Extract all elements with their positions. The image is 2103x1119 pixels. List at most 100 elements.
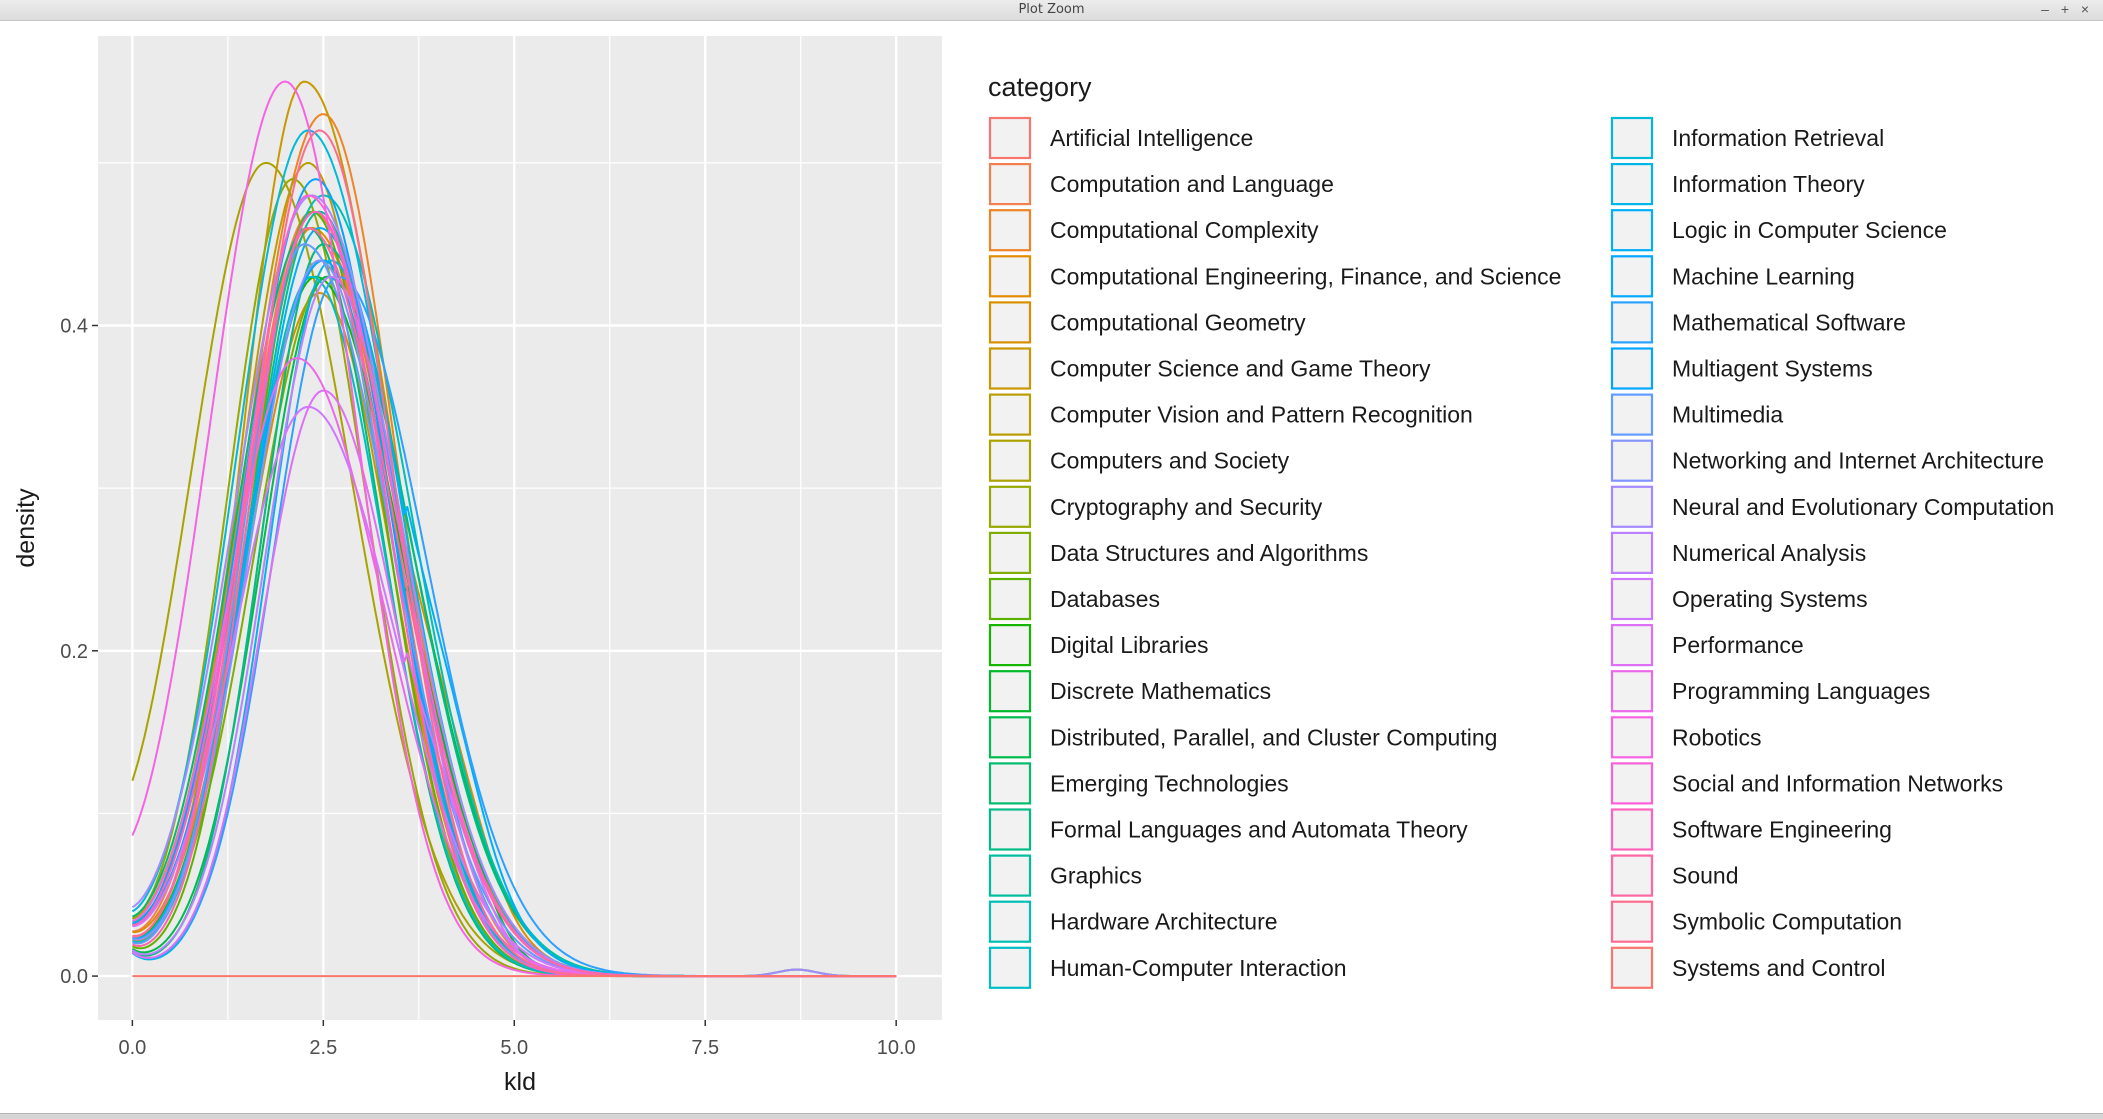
legend-item: Computer Science and Game Theory [988,347,1431,390]
legend-key [988,255,1032,298]
legend-key [988,808,1032,851]
legend-label: Computer Vision and Pattern Recognition [1050,402,1473,428]
legend-item: Performance [1610,623,1804,667]
x-tick-label: 2.5 [309,1037,337,1059]
legend-item: Symbolic Computation [1610,900,1902,943]
legend-key [1610,762,1654,805]
legend-label: Computational Engineering, Finance, and … [1050,263,1561,289]
x-tick-label: 10.0 [877,1037,916,1059]
legend-label: Distributed, Parallel, and Cluster Compu… [1050,724,1497,750]
legend-item: Information Retrieval [1610,116,1884,160]
legend-label: Systems and Control [1672,955,1885,981]
legend: category Artificial Intelligence Computati… [988,72,2054,989]
plot-panel [98,36,942,1020]
legend-title: category [988,72,1092,102]
legend-label: Information Retrieval [1672,125,1884,151]
legend-label: Computational Geometry [1050,309,1306,335]
x-tick-label: 0.0 [118,1037,146,1059]
legend-label: Databases [1050,586,1160,612]
legend-key [988,485,1032,528]
close-button[interactable]: × [2080,1,2090,17]
legend-label: Social and Information Networks [1672,770,2003,796]
density-curve [131,194,897,978]
minimize-button[interactable]: – [2041,1,2049,17]
legend-label: Software Engineering [1672,817,1892,843]
legend-item: Social and Information Networks [1610,762,2003,805]
legend-item: Digital Libraries [988,623,1209,667]
legend-key [988,716,1032,759]
legend-label: Discrete Mathematics [1050,678,1271,704]
y-tick-label: 0.2 [60,641,88,663]
legend-key [1610,716,1654,759]
window-titlebar[interactable]: Plot Zoom – + × [0,0,2103,21]
legend-label: Computers and Society [1050,448,1290,474]
legend-label: Formal Languages and Automata Theory [1050,817,1468,843]
legend-label: Robotics [1672,724,1761,750]
legend-key [1610,900,1654,943]
legend-key [1610,808,1654,851]
legend-label: Operating Systems [1672,586,1868,612]
legend-item: Multimedia [1610,393,1783,436]
legend-key [1610,946,1654,989]
axes: 0.0 2.5 5.0 7.5 10.0 0.0 0.2 0.4 kld density [12,316,916,1096]
legend-key [988,762,1032,805]
x-axis-label: kld [504,1068,536,1096]
legend-key [1610,577,1654,621]
x-tick-label: 5.0 [500,1037,528,1059]
legend-item: Distributed, Parallel, and Cluster Compu… [988,716,1497,759]
legend-item: Computational Geometry [988,301,1306,344]
legend-label: Cryptography and Security [1050,494,1323,520]
legend-key [988,209,1032,252]
window-title: Plot Zoom [1018,2,1085,17]
legend-label: Symbolic Computation [1672,909,1902,935]
legend-item: Sound [1610,854,1739,897]
legend-item: Logic in Computer Science [1610,209,1947,252]
legend-key [1610,347,1654,390]
legend-key [1610,393,1654,436]
legend-label: Neural and Evolutionary Computation [1672,494,2054,520]
legend-key [1610,623,1654,667]
legend-label: Graphics [1050,863,1142,889]
legend-key [988,301,1032,344]
legend-label: Hardware Architecture [1050,909,1278,935]
legend-label: Multiagent Systems [1672,356,1873,382]
legend-item: Systems and Control [1610,946,1885,989]
maximize-button[interactable]: + [2060,1,2070,17]
legend-item: Computation and Language [988,163,1334,206]
legend-label: Programming Languages [1672,678,1930,704]
legend-key [988,393,1032,436]
legend-item: Machine Learning [1610,255,1855,298]
legend-label: Performance [1672,632,1804,658]
legend-item: Databases [988,577,1160,621]
legend-key [1610,116,1654,160]
legend-item: Numerical Analysis [1610,531,1866,575]
legend-item: Computational Engineering, Finance, and … [988,255,1561,298]
legend-item: Human-Computer Interaction [988,946,1347,989]
x-tick-label: 7.5 [691,1037,719,1059]
legend-item: Operating Systems [1610,577,1868,621]
legend-key [988,900,1032,943]
legend-item: Networking and Internet Architecture [1610,439,2044,482]
legend-item: Computational Complexity [988,209,1319,252]
legend-label: Human-Computer Interaction [1050,955,1347,981]
legend-key [988,670,1032,713]
legend-key [988,439,1032,482]
y-tick-label: 0.0 [60,966,88,988]
legend-item: Data Structures and Algorithms [988,531,1368,575]
legend-key [1610,439,1654,482]
legend-item: Neural and Evolutionary Computation [1610,485,2054,528]
legend-item: Computer Vision and Pattern Recognition [988,393,1473,436]
y-tick-label: 0.4 [60,316,88,338]
legend-label: Multimedia [1672,402,1783,428]
legend-item: Computers and Society [988,439,1290,482]
legend-key [1610,255,1654,298]
bottom-edge [0,1113,2103,1119]
legend-item: Discrete Mathematics [988,670,1271,713]
legend-key [1610,670,1654,713]
legend-key [988,347,1032,390]
legend-item: Artificial Intelligence [988,116,1253,160]
legend-item: Mathematical Software [1610,301,1906,344]
legend-label: Digital Libraries [1050,632,1209,658]
legend-label: Machine Learning [1672,263,1855,289]
legend-item: Formal Languages and Automata Theory [988,808,1468,851]
